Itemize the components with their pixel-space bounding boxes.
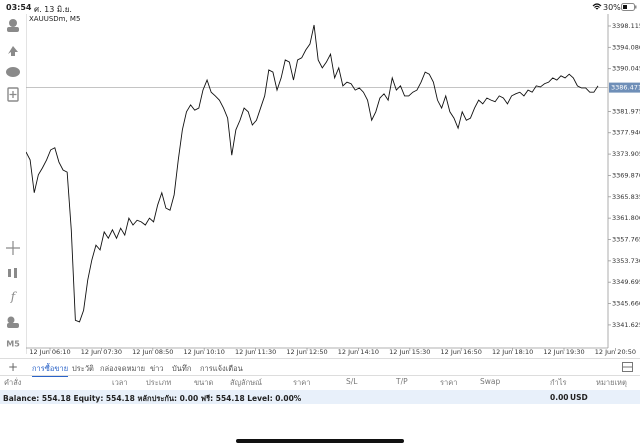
tab[interactable]: ประวัติ (72, 364, 94, 373)
tab[interactable]: กล่องจดหมาย (100, 364, 146, 373)
crosshair-icon[interactable] (6, 241, 20, 255)
column-header: ขนาด (194, 378, 214, 387)
account-icon[interactable] (9, 19, 17, 27)
current-price-label: 3386.471 (611, 84, 640, 92)
toolbar-icons: f M5 (6, 19, 20, 349)
column-header: คำสั่ง (4, 378, 22, 387)
y-tick-label: 3369.870 (612, 171, 640, 179)
y-tick-label: 3377.940 (612, 129, 640, 137)
y-tick-label: 3341.625 (612, 321, 640, 329)
x-tick-label: 12 Jun 14:10 (338, 348, 379, 356)
home-indicator (236, 439, 404, 443)
terminal-tabs: + การซื้อขาย ประวัติ กล่องจดหมาย ข่าว บันทึก… (0, 358, 640, 377)
indicators-icon[interactable] (8, 269, 11, 277)
tab[interactable]: ข่าว (150, 364, 164, 373)
x-tick-label: 12 Jun 16:50 (441, 348, 482, 356)
y-tick-label: 3373.905 (612, 150, 640, 158)
clock: 03:54 (6, 3, 32, 12)
battery-level: 30% (603, 3, 621, 12)
x-tick-label: 12 Jun 07:30 (81, 348, 122, 356)
column-header: Swap (480, 377, 501, 386)
x-tick-label: 12 Jun 20:50 (595, 348, 636, 356)
y-tick-label: 3398.115 (612, 22, 640, 30)
layout-icon[interactable] (622, 362, 633, 372)
column-header: T/P (396, 377, 408, 386)
y-tick-label: 3357.765 (612, 235, 640, 243)
x-tick-label: 12 Jun 19:30 (543, 348, 584, 356)
add-button[interactable]: + (8, 360, 19, 374)
tab[interactable]: การแจ้งเตือน (200, 364, 243, 373)
new-order-icon[interactable] (7, 87, 19, 102)
orders-header: คำสั่ง เวลา ประเภท ขนาด สัญลักษณ์ ราคา S/L T/P ร… (0, 376, 640, 388)
y-tick-label: 3394.080 (612, 43, 640, 51)
column-header: ประเภท (146, 378, 172, 387)
x-tick-label: 12 Jun 18:10 (492, 348, 533, 356)
column-header: สัญลักษณ์ (230, 378, 263, 387)
left-toolbar: f M5 (0, 14, 27, 354)
x-tick-label: 12 Jun 06:10 (29, 348, 70, 356)
y-tick-label: 3345.660 (612, 300, 640, 308)
objects-icon[interactable] (7, 316, 15, 324)
x-tick-label: 12 Jun 11:30 (235, 348, 276, 356)
currency: USD (570, 393, 588, 402)
column-header: เวลา (112, 378, 128, 387)
account-icon-body (7, 27, 19, 32)
column-header: ราคา (293, 378, 311, 387)
y-tick-label: 3390.045 (612, 65, 640, 73)
function-button[interactable]: f (10, 290, 18, 304)
column-header: ราคา (440, 378, 458, 387)
tab[interactable]: บันทึก (172, 364, 192, 373)
profit-value: 0.00 (550, 393, 569, 402)
trade-icon[interactable] (8, 46, 18, 56)
symbol-label: XAUUSDm, M5 (29, 15, 80, 23)
x-tick-label: 12 Jun 15:30 (389, 348, 430, 356)
x-tick-label: 12 Jun 12:50 (286, 348, 327, 356)
balance-bar: Balance: 554.18 Equity: 554.18 หลักประกั… (0, 390, 640, 404)
timeframe-button[interactable]: M5 (6, 340, 20, 349)
column-header: S/L (346, 377, 358, 386)
y-tick-label: 3361.800 (612, 214, 640, 222)
y-tick-label: 3349.695 (612, 278, 640, 286)
current-price-box (609, 82, 640, 93)
y-tick-label: 3381.975 (612, 107, 640, 115)
wifi-icon (592, 3, 602, 10)
price-chart: XAUUSDm, M5 3398.115 3394.080 3390.045 3381… (26, 14, 640, 356)
tab[interactable]: การซื้อขาย (32, 363, 69, 377)
y-tick-label: 3353.730 (612, 257, 640, 265)
status-bar: 03:54 ศ. 13 มิ.ย. 30% (0, 0, 640, 14)
y-tick-label: 3365.835 (612, 193, 640, 201)
column-header: หมายเหตุ (596, 378, 627, 387)
price-line (26, 24, 599, 323)
x-tick-label: 12 Jun 08:50 (132, 348, 173, 356)
x-tick-label: 12 Jun 10:10 (184, 348, 225, 356)
account-summary: Balance: 554.18 Equity: 554.18 หลักประกั… (3, 394, 302, 403)
chat-icon[interactable] (6, 67, 20, 77)
column-header: กำไร (550, 378, 567, 387)
battery-icon (621, 3, 637, 11)
date: ศ. 13 มิ.ย. (34, 5, 72, 14)
